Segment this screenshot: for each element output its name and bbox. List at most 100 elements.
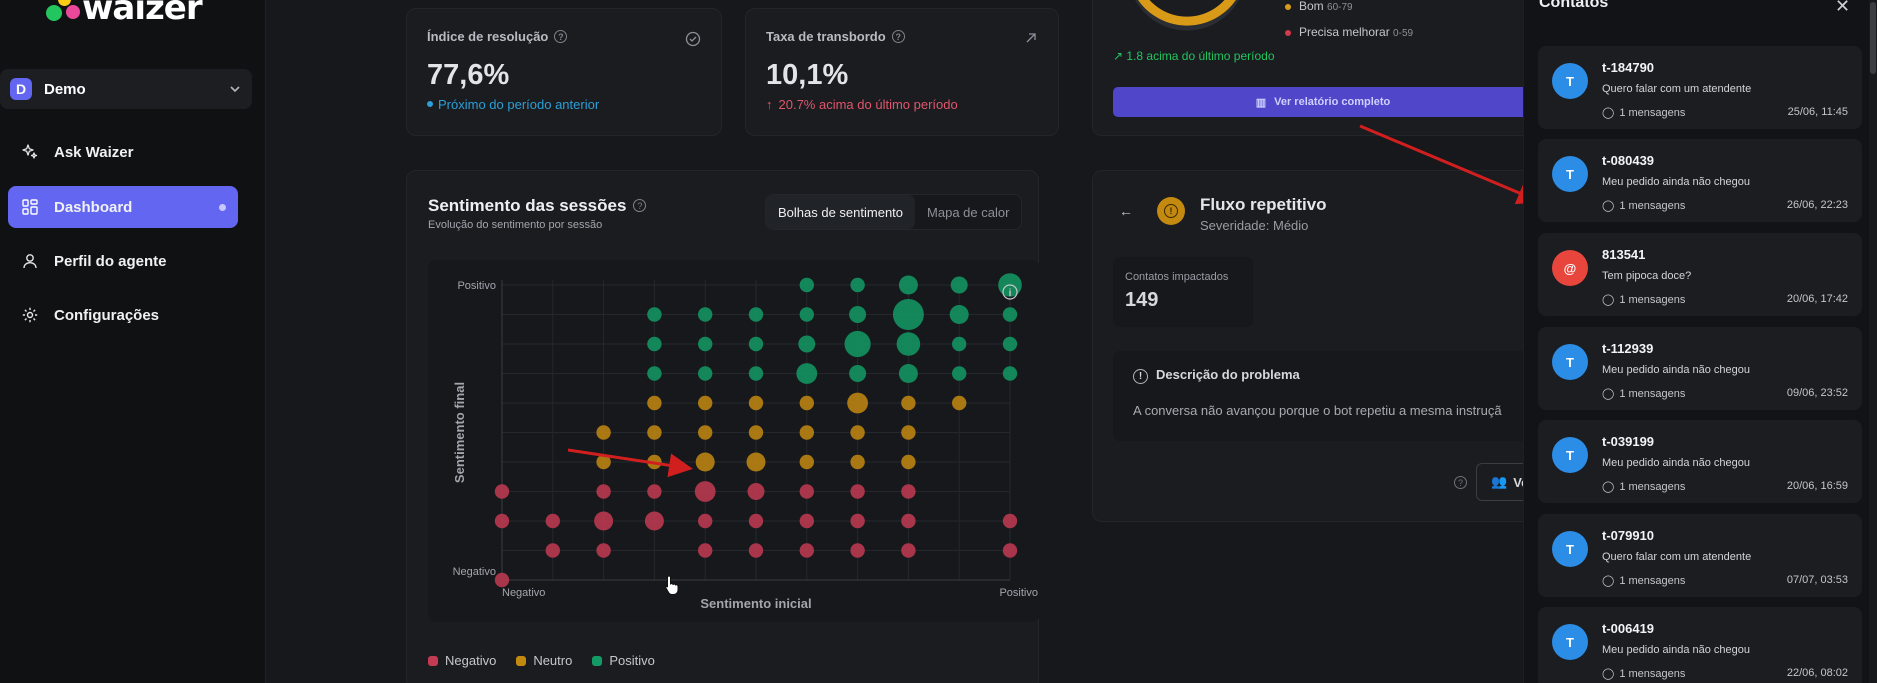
status-dot xyxy=(427,101,433,107)
tab-heatmap[interactable]: Mapa de calor xyxy=(927,204,1010,220)
bubble-neutro xyxy=(746,452,766,472)
chat-bubble-icon: ◯ xyxy=(1602,388,1615,400)
contact-message: Meu pedido ainda não chegou xyxy=(1602,364,1751,376)
chat-bubble-icon: ◯ xyxy=(1602,481,1615,493)
kpi-title: Taxa de transbordo? xyxy=(766,29,905,44)
help-icon[interactable]: ? xyxy=(633,199,647,212)
message-count: ◯ 1 mensagens xyxy=(1602,668,1686,680)
score-trend: ↗ 1.8 acima do último período xyxy=(1113,49,1275,63)
bar-chart-icon: ▥ xyxy=(1255,96,1267,109)
bubble-positivo xyxy=(950,276,968,294)
bubble-positivo xyxy=(748,366,764,381)
back-arrow-icon[interactable]: ← xyxy=(1119,203,1133,219)
bubble-positivo xyxy=(949,305,969,324)
bubble-neutro xyxy=(695,452,715,472)
score-legend-good: Bom 60-79 xyxy=(1285,0,1353,13)
legend-negative: Negativo xyxy=(428,653,496,668)
logo-mark xyxy=(44,0,80,23)
description-title: ! Descrição do problema xyxy=(1133,367,1300,384)
bubble-positivo xyxy=(647,336,662,352)
bubble-negativo xyxy=(698,513,713,529)
sparkle-icon xyxy=(20,142,40,162)
avatar: T xyxy=(1552,531,1588,567)
sidebar-item-label: Perfil do agente xyxy=(54,252,167,270)
issue-severity: Severidade: Médio xyxy=(1200,218,1309,233)
sidebar: waizer D Demo Ask Waizer Dashboard Perfi… xyxy=(0,0,266,683)
sidebar-item-label: Dashboard xyxy=(54,198,133,216)
scrollbar[interactable] xyxy=(1869,0,1877,683)
contact-name: t-039199 xyxy=(1602,434,1655,449)
view-report-button[interactable]: ▥ Ver relatório completo xyxy=(1113,87,1533,117)
avatar: T xyxy=(1552,624,1588,660)
users-icon: 👥 xyxy=(1491,474,1508,489)
close-icon[interactable]: ✕ xyxy=(1835,0,1851,16)
sidebar-item-label: Ask Waizer xyxy=(54,143,134,161)
sidebar-item-label: Configurações xyxy=(54,306,160,324)
issue-title: Fluxo repetitivo xyxy=(1200,195,1327,214)
kpi-value: 77,6% xyxy=(427,59,510,91)
bubble-neutro xyxy=(901,425,916,440)
message-count: ◯ 1 mensagens xyxy=(1602,200,1686,212)
sentiment-subtitle: Evolução do sentimento por sessão xyxy=(428,219,603,231)
bubble-negativo xyxy=(596,543,611,558)
contact-message: Quero falar com um atendente xyxy=(1602,551,1752,563)
bubble-neutro xyxy=(799,395,814,411)
arrow-up-icon: ↑ xyxy=(766,97,773,112)
logo[interactable]: waizer xyxy=(44,0,203,28)
bubble-neutro xyxy=(850,454,865,470)
kpi-title: Índice de resolução? xyxy=(427,29,568,44)
contact-name: t-184790 xyxy=(1602,60,1655,75)
bubble-positivo xyxy=(796,363,818,384)
sidebar-item-dashboard[interactable]: Dashboard xyxy=(8,186,238,228)
kpi-subtext: ↑ 20.7% acima do último período xyxy=(766,97,958,112)
bubble-positivo xyxy=(748,336,764,352)
bubble-positivo xyxy=(1002,366,1018,381)
help-icon[interactable]: ? xyxy=(891,30,905,43)
avatar: T xyxy=(1552,344,1588,380)
bubble-negativo xyxy=(850,543,865,558)
help-icon[interactable]: ? xyxy=(1454,476,1467,489)
chat-bubble-icon: ◯ xyxy=(1602,575,1615,587)
bubble-negativo xyxy=(747,483,765,500)
bubble-positivo xyxy=(698,336,713,352)
chat-bubble-icon: ◯ xyxy=(1602,107,1615,119)
legend-positive: Positivo xyxy=(592,653,655,668)
bubble-positivo xyxy=(850,277,865,293)
info-icon[interactable] xyxy=(1002,284,1018,300)
bubble-positivo xyxy=(844,330,871,358)
tab-bubbles[interactable]: Bolhas de sentimento xyxy=(766,195,916,229)
message-count: ◯ 1 mensagens xyxy=(1602,575,1686,587)
bubble-negativo xyxy=(494,513,510,529)
contact-item[interactable]: @813541 Tem pipoca doce? ◯ 1 mensagens 20/06… xyxy=(1538,233,1862,316)
scrollbar-thumb[interactable] xyxy=(1870,2,1876,74)
bubble-neutro xyxy=(698,425,713,440)
sidebar-item-configuracoes[interactable]: Configurações xyxy=(8,294,238,336)
warning-icon: ! xyxy=(1157,197,1185,225)
bubble-positivo xyxy=(799,307,814,322)
bubble-negativo xyxy=(901,513,916,529)
sentiment-title: Sentimento das sessões? xyxy=(428,196,647,216)
score-gauge xyxy=(1135,0,1239,31)
contact-date: 25/06, 11:45 xyxy=(1787,106,1848,118)
sidebar-item-ask-waizer[interactable]: Ask Waizer xyxy=(8,131,238,173)
message-count: ◯ 1 mensagens xyxy=(1602,388,1686,400)
avatar: @ xyxy=(1552,250,1588,286)
bubble-negativo xyxy=(494,572,510,588)
workspace-selector[interactable]: D Demo xyxy=(0,69,252,109)
help-icon[interactable]: ? xyxy=(554,30,568,43)
bubble-neutro xyxy=(647,454,662,470)
bubble-negativo xyxy=(494,484,510,499)
logo-text: waizer xyxy=(82,0,203,28)
bubble-positivo xyxy=(898,364,918,383)
bubble-negativo xyxy=(698,543,713,558)
sidebar-item-perfil-agente[interactable]: Perfil do agente xyxy=(8,240,238,282)
bubble-negativo xyxy=(799,484,814,499)
bubble-neutro xyxy=(596,454,611,470)
